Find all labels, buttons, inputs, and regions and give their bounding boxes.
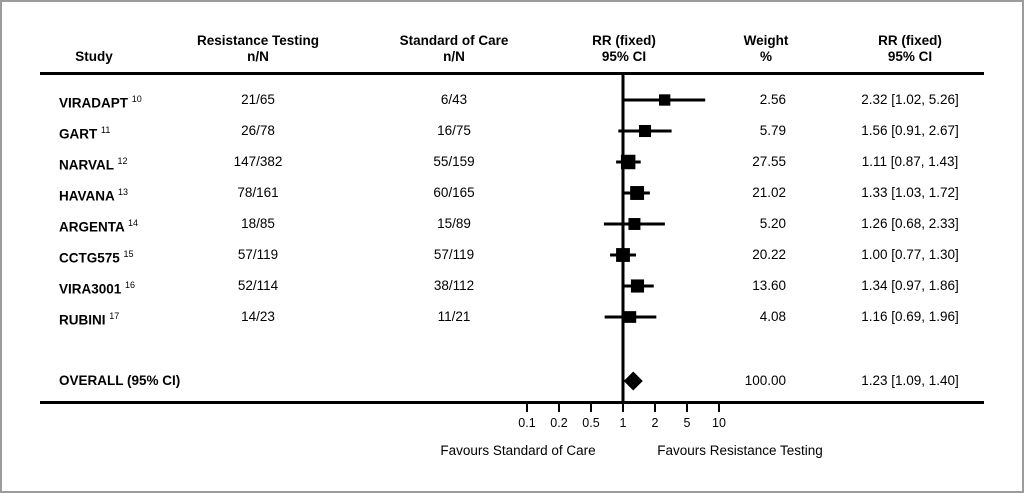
study-ref-number: 14: [128, 218, 139, 228]
column-header-soc-line2: n/N: [443, 49, 465, 64]
standard-of-care-value: 6/43: [440, 92, 468, 107]
column-header-soc-line1: Standard of Care: [399, 33, 509, 48]
study-name: GART 11: [59, 125, 111, 142]
study-ref-number: 12: [117, 156, 128, 166]
ci-line: [621, 284, 654, 288]
study-ref-number: 15: [123, 249, 134, 259]
study-name: HAVANA 13: [59, 187, 129, 204]
rr-ci-value: 1.33 [1.03, 1.72]: [861, 185, 959, 200]
resistance-testing-value: 52/114: [237, 278, 279, 293]
no-effect-line: [621, 75, 625, 401]
overall-rr-ci-value: 1.23 [1.09, 1.40]: [861, 373, 959, 388]
x-axis-tick: [654, 404, 656, 412]
column-header-plot-line1: RR (fixed): [592, 33, 656, 48]
ci-line: [618, 129, 672, 133]
study-ref-number: 10: [131, 94, 142, 104]
column-header-resistance-line2: n/N: [247, 49, 269, 64]
rr-ci-value: 1.00 [0.77, 1.30]: [861, 247, 959, 262]
study-ref-number: 13: [118, 187, 129, 197]
favours-right-label: Favours Resistance Testing: [657, 443, 823, 458]
overall-weight-value: 100.00: [744, 373, 786, 388]
ci-line: [603, 222, 665, 226]
weight-value: 2.56: [759, 92, 786, 107]
standard-of-care-value: 16/75: [437, 123, 471, 138]
weight-value: 20.22: [752, 247, 786, 262]
resistance-testing-value: 78/161: [237, 185, 279, 200]
column-header-rr-line1: RR (fixed): [878, 33, 942, 48]
point-estimate-square: [658, 94, 671, 106]
resistance-testing-value: 18/85: [241, 216, 275, 231]
header-rule: [40, 72, 984, 75]
standard-of-care-value: 38/112: [433, 278, 475, 293]
ci-line: [604, 315, 657, 319]
resistance-testing-value: 26/78: [241, 123, 275, 138]
point-estimate-square: [630, 279, 645, 293]
column-header-resistance-line1: Resistance Testing: [196, 33, 320, 48]
resistance-testing-value: 57/119: [237, 247, 279, 262]
column-header-plot-line2: 95% CI: [601, 49, 647, 64]
resistance-testing-value: 21/65: [241, 92, 275, 107]
study-ref-number: 16: [125, 280, 136, 290]
favours-left-label: Favours Standard of Care: [440, 443, 596, 458]
x-tick-label: 2: [651, 416, 659, 430]
standard-of-care-value: 60/165: [433, 185, 475, 200]
study-name: CCTG575 15: [59, 249, 134, 266]
x-tick-label: 1: [619, 416, 627, 430]
rr-ci-value: 1.56 [0.91, 2.67]: [861, 123, 959, 138]
standard-of-care-value: 57/119: [433, 247, 475, 262]
point-estimate-square: [616, 248, 630, 262]
study-name: NARVAL 12: [59, 156, 128, 173]
ci-line: [623, 98, 706, 102]
overall-label: OVERALL (95% CI): [59, 373, 181, 388]
column-header-rr-line2: 95% CI: [887, 49, 933, 64]
study-name: VIRA3001 16: [59, 280, 136, 297]
study-ref-number: 11: [101, 125, 111, 135]
weight-value: 5.20: [759, 216, 786, 231]
study-name: ARGENTA 14: [59, 218, 139, 235]
column-header-weight-line1: Weight: [743, 33, 789, 48]
x-tick-label: 0.5: [582, 416, 600, 430]
ci-line: [610, 253, 636, 257]
ci-line: [616, 160, 641, 164]
rr-ci-value: 1.34 [0.97, 1.86]: [861, 278, 959, 293]
resistance-testing-value: 14/23: [241, 309, 275, 324]
rr-ci-value: 1.16 [0.69, 1.96]: [861, 309, 959, 324]
study-ref-number: 17: [109, 311, 120, 321]
standard-of-care-value: 15/89: [437, 216, 471, 231]
standard-of-care-value: 55/159: [433, 154, 475, 169]
point-estimate-square: [638, 124, 652, 138]
x-tick-label: 5: [683, 416, 691, 430]
axis-rule: [40, 401, 984, 404]
x-axis-tick: [590, 404, 592, 412]
study-name: VIRADAPT 10: [59, 94, 142, 111]
rr-ci-value: 2.32 [1.02, 5.26]: [861, 92, 959, 107]
x-axis-tick: [686, 404, 688, 412]
resistance-testing-value: 147/382: [233, 154, 283, 169]
x-axis-tick: [558, 404, 560, 412]
point-estimate-square: [620, 154, 636, 170]
rr-ci-value: 1.26 [0.68, 2.33]: [861, 216, 959, 231]
point-estimate-square: [624, 311, 637, 323]
point-estimate-square: [628, 218, 641, 230]
weight-value: 5.79: [759, 123, 786, 138]
overall-diamond: [623, 371, 643, 391]
point-estimate-square: [630, 186, 645, 200]
ci-line: [624, 191, 650, 195]
weight-value: 4.08: [759, 309, 786, 324]
column-header-study: Study: [75, 49, 113, 64]
x-axis-tick: [526, 404, 528, 412]
x-axis-tick: [622, 404, 624, 412]
weight-value: 13.60: [752, 278, 786, 293]
x-tick-label: 10: [712, 416, 726, 430]
x-tick-label: 0.1: [518, 416, 536, 430]
standard-of-care-value: 11/21: [437, 309, 471, 324]
weight-value: 27.55: [752, 154, 786, 169]
x-axis-tick: [718, 404, 720, 412]
weight-value: 21.02: [752, 185, 786, 200]
rr-ci-value: 1.11 [0.87, 1.43]: [861, 154, 959, 169]
study-name: RUBINI 17: [59, 311, 120, 328]
column-header-weight-line2: %: [759, 49, 773, 64]
x-tick-label: 0.2: [550, 416, 568, 430]
